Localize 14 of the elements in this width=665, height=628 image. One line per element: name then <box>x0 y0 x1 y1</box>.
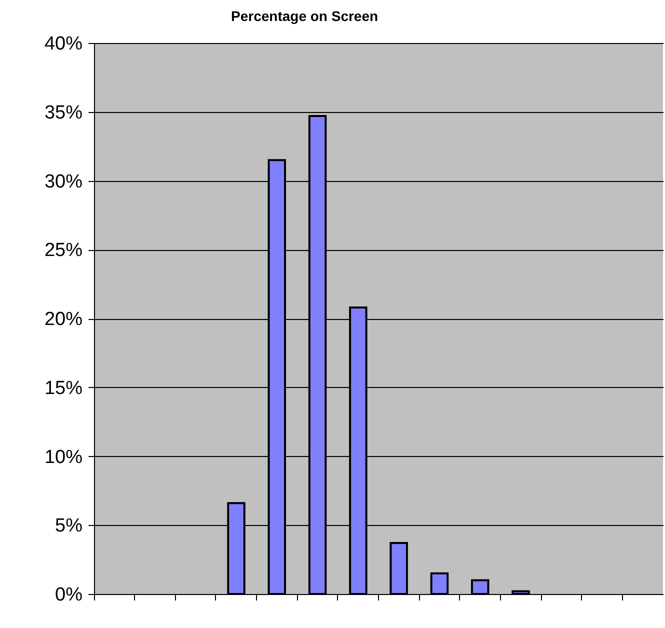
chart-title: Percentage on Screen <box>231 8 378 24</box>
y-tick-label: 0% <box>55 584 83 606</box>
bar <box>390 542 408 595</box>
y-tick-label: 30% <box>44 171 83 192</box>
y-tick-label: 35% <box>44 102 83 124</box>
y-tick-label: 20% <box>44 309 83 330</box>
bar <box>512 590 530 595</box>
bar <box>430 572 449 595</box>
y-tick-label: 40% <box>44 34 83 54</box>
y-tick-label: 15% <box>44 378 83 399</box>
y-tick-label: 25% <box>44 240 83 262</box>
y-tick-label: 5% <box>55 516 83 537</box>
bar <box>470 579 490 595</box>
y-tick-label: 10% <box>44 446 83 468</box>
